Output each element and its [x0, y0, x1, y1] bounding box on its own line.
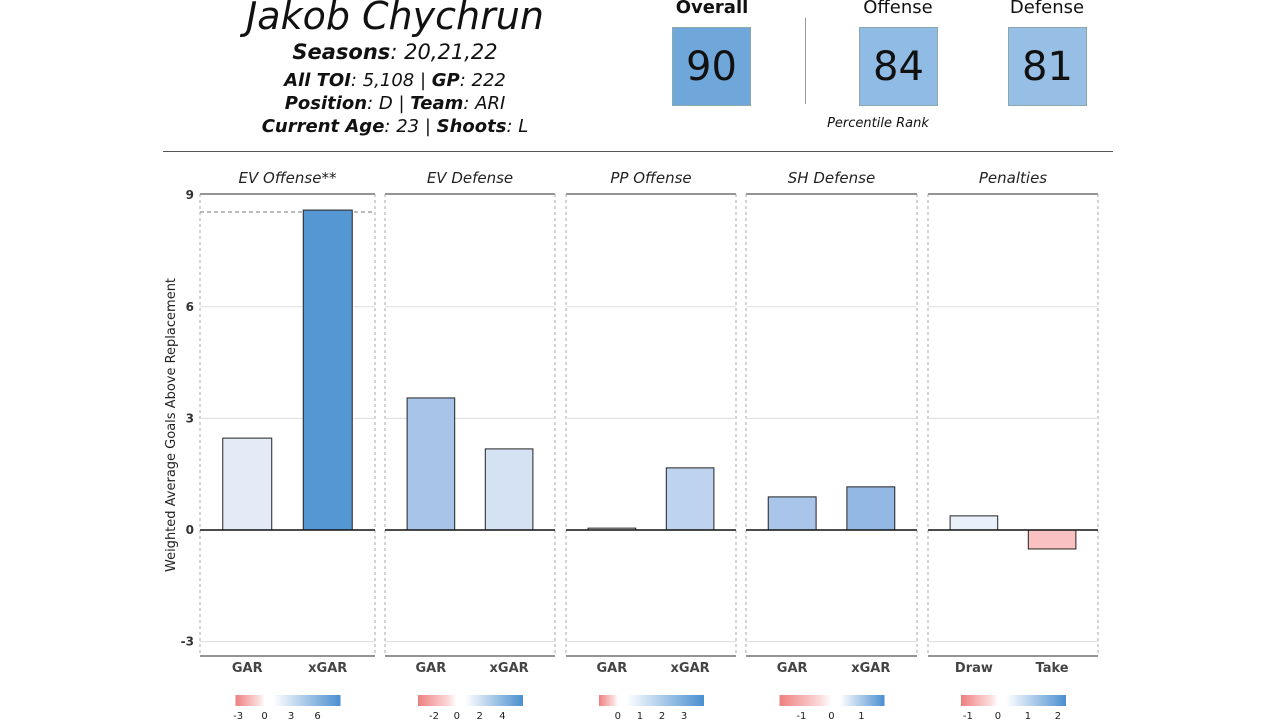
- legend-tick-label: 6: [314, 711, 320, 720]
- legend-tick-label: -1: [796, 711, 806, 720]
- legend-tick-label: 3: [681, 711, 687, 720]
- seasons-value: 20,21,22: [404, 40, 498, 64]
- x-tick-label: xGAR: [490, 661, 529, 676]
- overall-rating-box: 90: [672, 27, 751, 106]
- bar-xgar: [846, 486, 896, 531]
- legend-tick-label: -3: [233, 711, 243, 720]
- toi-value: 5,108: [362, 70, 415, 91]
- bar-draw: [949, 515, 999, 531]
- seasons-label: Seasons: [292, 40, 391, 64]
- panel-title: SH Defense: [788, 169, 875, 187]
- age-value: 23: [396, 116, 420, 137]
- position-line: Position: D | Team: ARI: [284, 93, 506, 114]
- x-tick-label: Take: [1036, 661, 1069, 676]
- legend-tick-label: 0: [995, 711, 1001, 720]
- legend-tick-label: 0: [261, 711, 267, 720]
- x-tick-label: Draw: [955, 661, 993, 676]
- gp-label: GP: [431, 70, 460, 91]
- seasons-line: Seasons: 20,21,22: [292, 40, 498, 64]
- legend-tick-label: 3: [288, 711, 294, 720]
- bar-xgar: [665, 467, 715, 531]
- offense-rating-box: 84: [859, 27, 938, 106]
- toi-line: All TOI: 5,108 | GP: 222: [284, 70, 506, 91]
- legend-tick-label: 4: [499, 711, 505, 720]
- y-tick-label: 6: [186, 300, 194, 314]
- bar-gar: [767, 496, 817, 531]
- color-legend-bar: [961, 695, 1066, 706]
- color-legend-bar: [779, 695, 885, 706]
- gp-value: 222: [471, 70, 506, 91]
- legend-tick-label: 1: [1025, 711, 1031, 720]
- x-tick-label: GAR: [232, 661, 263, 676]
- legend-tick-label: 2: [476, 711, 482, 720]
- panel-title: EV Defense: [427, 169, 513, 187]
- panel-title: PP Offense: [610, 169, 691, 187]
- color-legend-bar: [599, 695, 704, 706]
- team-label: Team: [410, 93, 464, 114]
- team-value: ARI: [475, 93, 506, 114]
- panel-title: EV Offense**: [239, 169, 337, 187]
- shoots-value: L: [518, 116, 529, 137]
- defense-rating-box: 81: [1008, 27, 1087, 106]
- position-label: Position: [284, 93, 368, 114]
- legend-tick-label: 2: [659, 711, 665, 720]
- x-tick-label: GAR: [597, 661, 628, 676]
- legend-tick-label: 0: [454, 711, 460, 720]
- legend-tick-label: 2: [1055, 711, 1061, 720]
- bar-take: [1027, 529, 1077, 550]
- legend-tick-label: -2: [429, 711, 439, 720]
- color-legend-bar: [418, 695, 523, 706]
- color-legend-bar: [235, 695, 341, 706]
- panel-title: Penalties: [979, 169, 1047, 187]
- overall-label: Overall: [675, 0, 749, 18]
- toi-label: All TOI: [284, 70, 351, 91]
- legend-tick-label: 0: [828, 711, 834, 720]
- y-tick-label: 9: [186, 188, 194, 202]
- header-rule: [163, 151, 1113, 152]
- bar-gar: [222, 437, 273, 531]
- y-tick-label: 0: [186, 523, 194, 537]
- legend-tick-label: 1: [637, 711, 643, 720]
- y-axis-label: Weighted Average Goals Above Replacement: [164, 278, 179, 572]
- x-tick-label: xGAR: [308, 661, 347, 676]
- legend-tick-label: 1: [858, 711, 864, 720]
- offense-label: Offense: [863, 0, 933, 18]
- bar-xgar: [302, 209, 353, 531]
- age-label: Current Age: [261, 116, 385, 137]
- position-value: D: [378, 93, 393, 114]
- legend-tick-label: 0: [615, 711, 621, 720]
- x-tick-label: GAR: [777, 661, 808, 676]
- x-tick-label: xGAR: [671, 661, 710, 676]
- legend-tick-label: -1: [963, 711, 973, 720]
- player-name: Jakob Chychrun: [246, 0, 544, 38]
- percentile-rank-label: Percentile Rank: [827, 116, 929, 131]
- y-tick-label: -3: [181, 635, 194, 649]
- defense-label: Defense: [1009, 0, 1085, 18]
- ratings-divider: [805, 18, 806, 104]
- x-tick-label: GAR: [416, 661, 447, 676]
- y-tick-label: 3: [186, 411, 194, 425]
- age-line: Current Age: 23 | Shoots: L: [261, 116, 529, 137]
- shoots-label: Shoots: [436, 116, 507, 137]
- bar-gar: [406, 397, 456, 531]
- bar-xgar: [484, 448, 534, 531]
- x-tick-label: xGAR: [851, 661, 890, 676]
